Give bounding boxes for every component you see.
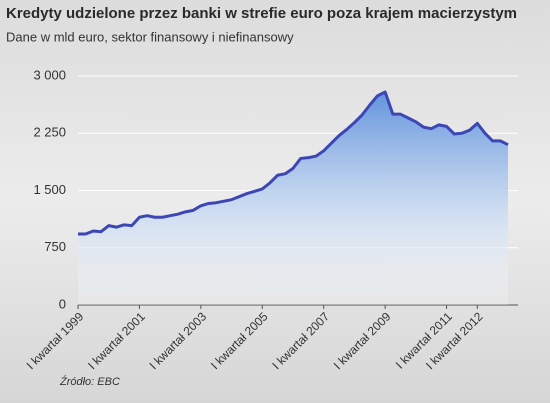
line	[78, 90, 509, 236]
chart-title: Kredyty udzielone przez banki w strefie …	[6, 5, 517, 22]
y-tick-label: 1 500	[33, 182, 66, 197]
area	[78, 92, 508, 305]
y-tick-label: 2 250	[33, 125, 66, 140]
source: Źródło: EBC	[59, 375, 120, 388]
chart-subtitle: Dane w mld euro, sektor finansowy i nief…	[6, 29, 294, 44]
y-tick-label: 750	[44, 239, 66, 254]
y-tick-label: 0	[59, 296, 66, 311]
y-tick-label: 3 000	[33, 67, 66, 82]
